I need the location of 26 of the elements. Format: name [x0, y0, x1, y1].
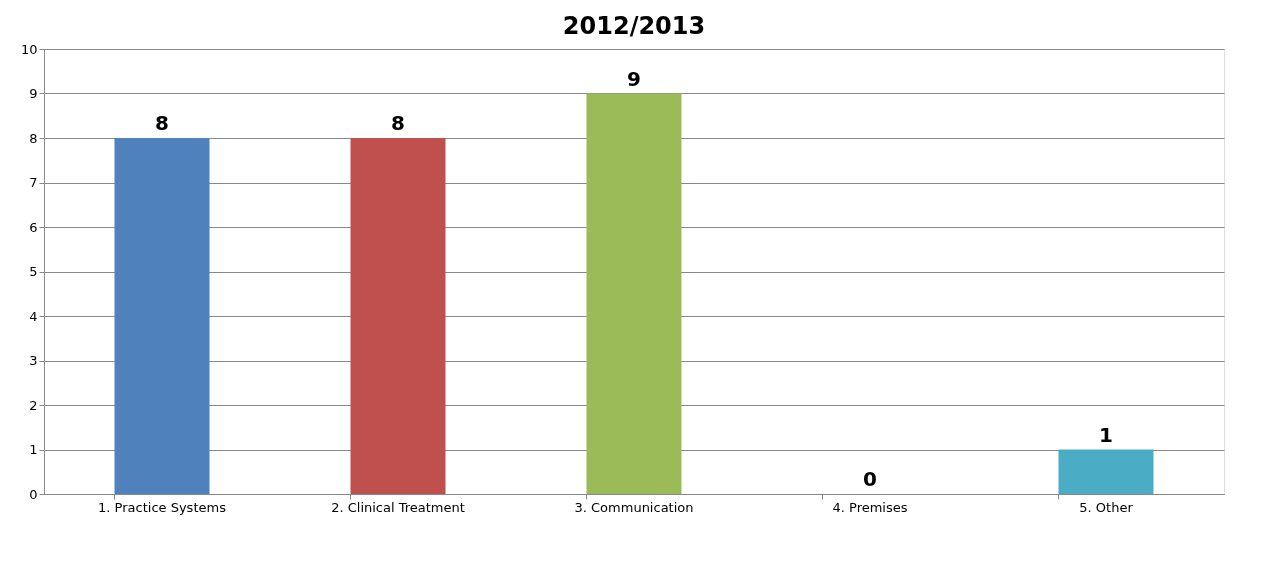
y-tick-label: 3	[29, 353, 38, 368]
data-label: 8	[391, 111, 405, 135]
y-tick-label: 6	[29, 219, 38, 235]
y-tick-label: 5	[29, 264, 38, 279]
y-tick-label: 4	[29, 308, 38, 324]
x-tick-label: 2. Clinical Treatment	[331, 499, 465, 515]
y-tick-label: 0	[29, 486, 38, 502]
y-tick-label: 10	[20, 41, 38, 57]
data-label: 8	[155, 111, 169, 135]
bar	[1058, 449, 1154, 494]
x-tick-label: 1. Practice Systems	[98, 499, 227, 515]
y-tick-label: 7	[29, 175, 38, 190]
y-tick-label: 8	[29, 130, 38, 146]
bar	[586, 93, 682, 494]
data-label: 0	[863, 467, 877, 491]
x-tick-label: 5. Other	[1079, 499, 1134, 515]
y-tick-label: 2	[29, 397, 38, 413]
bar	[350, 138, 446, 494]
bar	[114, 138, 210, 494]
y-tick-label: 1	[29, 442, 38, 457]
chart-title: 2012/2013	[562, 12, 706, 40]
data-label: 1	[1099, 422, 1113, 447]
y-tick-label: 9	[29, 86, 38, 101]
x-tick-label: 4. Premises	[832, 499, 908, 515]
data-label: 9	[627, 66, 641, 91]
x-tick-label: 3. Communication	[574, 499, 694, 515]
